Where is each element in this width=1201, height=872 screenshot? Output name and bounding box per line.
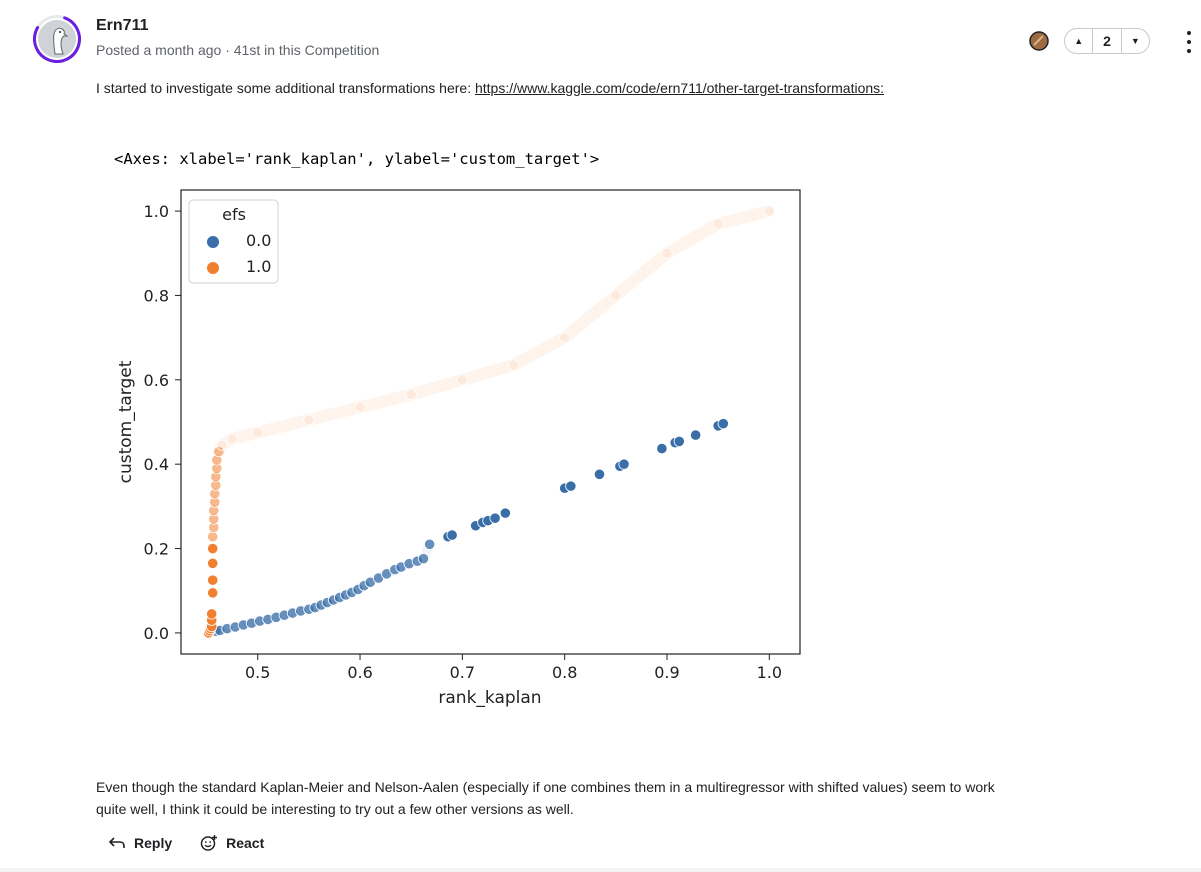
scatter-point-efs-0.0	[499, 507, 511, 519]
legend-label-1: 1.0	[246, 257, 271, 276]
scatter-point-efs-0.0	[424, 538, 436, 550]
legend-marker-1	[207, 262, 219, 274]
legend-title: efs	[222, 205, 246, 224]
axes-repr-output: <Axes: xlabel='rank_kaplan', ylabel='cus…	[114, 150, 600, 168]
scatter-point-efs-0.0	[656, 442, 668, 455]
plot-frame	[180, 189, 801, 655]
y-tick-label: 0.0	[144, 624, 169, 643]
react-label: React	[226, 835, 265, 851]
more-vertical-icon	[1187, 31, 1191, 35]
scatter-point-efs-0.0	[446, 529, 458, 541]
avatar-image	[38, 20, 76, 58]
scatter-point-efs-1.0	[207, 531, 219, 543]
post-meta: Posted a month ago · 41st in this Compet…	[96, 42, 379, 58]
divider	[0, 868, 1201, 872]
caret-up-icon: ▲	[1074, 36, 1084, 46]
scatter-point-efs-1.0	[252, 426, 264, 439]
scatter-point-efs-0.0	[673, 435, 685, 448]
x-tick-label: 1.0	[757, 663, 782, 682]
scatter-point-efs-1.0	[207, 557, 219, 569]
x-tick-label: 0.6	[347, 663, 372, 682]
posted-time: Posted a month ago	[96, 42, 222, 58]
downvote-button[interactable]: ▼	[1122, 29, 1149, 53]
x-tick-label: 0.9	[654, 663, 679, 682]
add-reaction-icon	[200, 835, 218, 851]
legend-label-0: 0.0	[246, 231, 271, 250]
series-trail	[212, 205, 776, 458]
upvote-button[interactable]: ▲	[1065, 29, 1092, 53]
scatter-point-efs-1.0	[206, 608, 218, 620]
caret-down-icon: ▼	[1130, 36, 1140, 46]
vote-count: 2	[1092, 29, 1122, 53]
comment-body: Even though the standard Kaplan-Meier an…	[96, 779, 995, 817]
y-tick-label: 0.8	[144, 286, 169, 305]
scatter-point-efs-1.0	[712, 218, 724, 230]
scatter-point-efs-1.0	[207, 587, 219, 599]
competition-rank: 41st in this Competition	[233, 42, 380, 58]
scatter-point-efs-1.0	[213, 445, 225, 458]
legend: efs 0.0 1.0	[188, 199, 279, 284]
scatter-point-efs-1.0	[207, 574, 219, 586]
y-tick-label: 1.0	[144, 202, 169, 221]
scatter-point-efs-1.0	[559, 332, 571, 344]
x-tick-label: 0.5	[245, 663, 270, 682]
scatter-point-efs-0.0	[717, 418, 729, 430]
x-axis-label: rank_kaplan	[438, 688, 541, 708]
scatter-point-efs-0.0	[618, 458, 630, 470]
scatter-point-efs-1.0	[456, 374, 468, 386]
scatter-point-efs-1.0	[226, 433, 238, 445]
scatter-point-efs-0.0	[565, 480, 577, 492]
x-tick-label: 0.7	[450, 663, 475, 682]
reply-button[interactable]: Reply	[108, 835, 172, 851]
scatter-point-efs-1.0	[354, 401, 366, 413]
goose-avatar-icon	[38, 20, 76, 58]
scatter-point-efs-1.0	[303, 414, 315, 426]
comment-actions: Reply React	[108, 834, 264, 852]
scatter-point-efs-1.0	[216, 439, 228, 451]
y-tick-label: 0.6	[144, 371, 169, 390]
avatar[interactable]	[33, 15, 81, 63]
y-tick-label: 0.4	[144, 455, 169, 474]
scatter-point-efs-1.0	[661, 247, 673, 259]
scatter-point-efs-1.0	[507, 359, 520, 371]
scatter-chart: 0.5 0.6 0.7 0.8 0.9 1.0 0.0 0.2 0.4 0.6 0.8 1.0 ra…	[116, 189, 801, 708]
scatter-point-efs-0.0	[593, 468, 606, 480]
author-name[interactable]: Ern711	[96, 17, 149, 34]
legend-marker-0	[207, 236, 219, 248]
bronze-medal-icon	[1029, 31, 1049, 51]
scatter-point-efs-0.0	[690, 429, 702, 441]
reply-label: Reply	[134, 835, 173, 851]
scatter-point-efs-0.0	[417, 553, 430, 565]
scatter-point-efs-1.0	[610, 289, 622, 302]
more-options-button[interactable]	[1181, 31, 1197, 53]
scatter-point-efs-0.0	[489, 512, 501, 524]
scatter-point-efs-1.0	[763, 205, 775, 217]
react-button[interactable]: React	[200, 834, 264, 852]
x-tick-label: 0.8	[552, 663, 577, 682]
y-axis-label: custom_target	[116, 360, 136, 483]
scatter-point-efs-1.0	[207, 542, 219, 555]
vote-control: ▲ 2 ▼	[1064, 28, 1150, 54]
avatar-progress-ring	[33, 15, 81, 63]
meta-separator: ·	[225, 42, 230, 58]
reply-arrow-icon	[108, 837, 125, 848]
notebook-link[interactable]: https://www.kaggle.com/code/ern711/other…	[474, 80, 885, 96]
intro-paragraph: I started to investigate some additional…	[96, 80, 884, 96]
intro-text: I started to investigate some additional…	[96, 80, 475, 96]
scatter-point-efs-1.0	[405, 388, 417, 401]
y-tick-label: 0.2	[144, 540, 169, 559]
